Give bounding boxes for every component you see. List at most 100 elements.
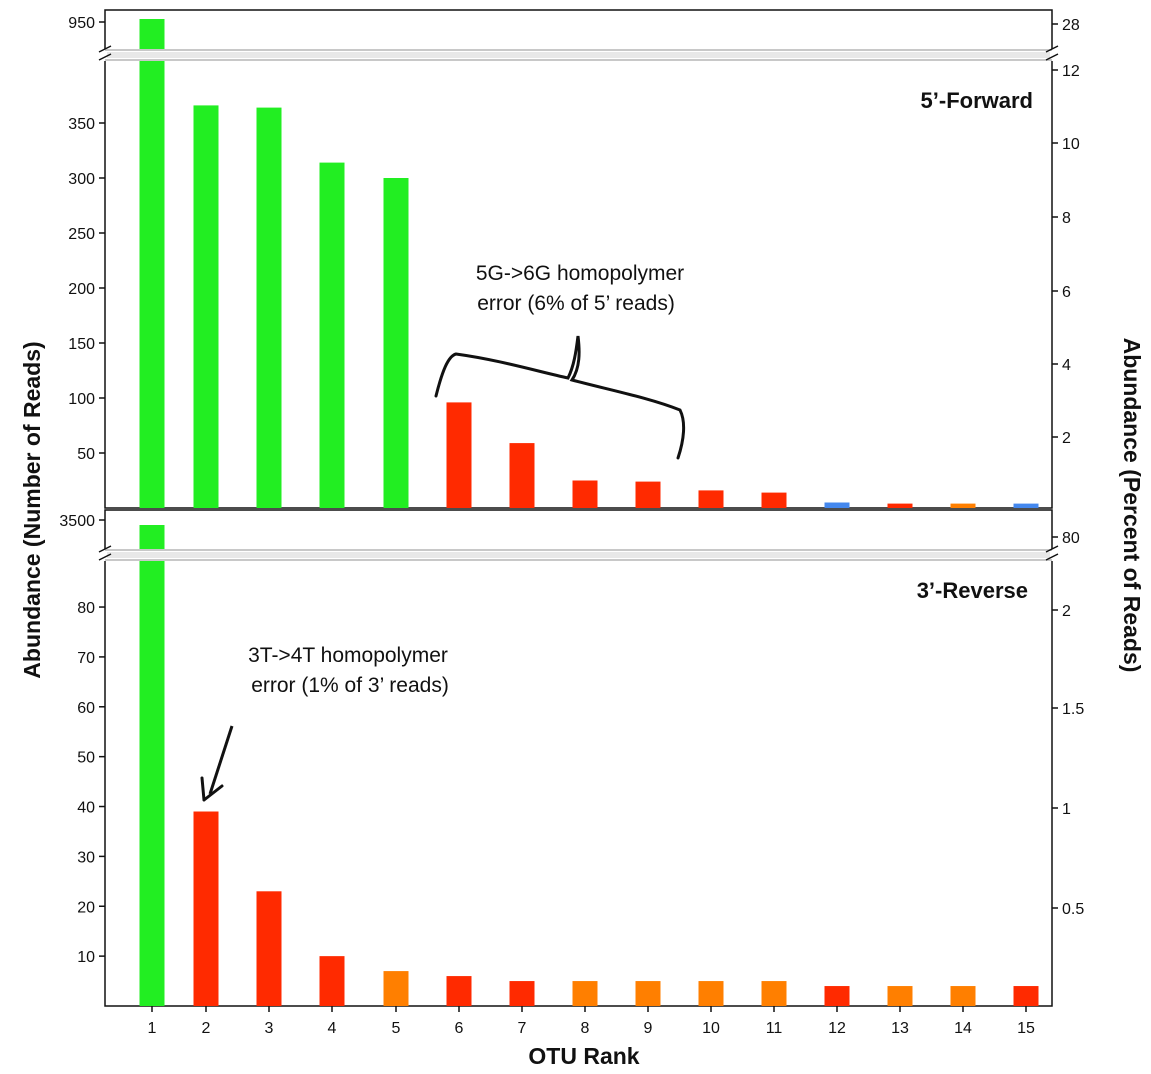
- bar-1: [139, 525, 165, 1006]
- y-tick-label: 50: [77, 750, 95, 767]
- bar-9: [635, 981, 661, 1006]
- bar-11: [761, 981, 787, 1006]
- x-tick-label: 10: [702, 1020, 720, 1037]
- bar-4: [319, 956, 345, 1006]
- panel-reverse: 10 20 30 40 50 60 70 80 3500 0.5 1 1.5 2 80 3’-Reverse: [59, 509, 1084, 1007]
- annotation-text: error (6% of 5’ reads): [477, 292, 675, 315]
- bar-15: [1013, 986, 1039, 1006]
- bar-7: [509, 443, 535, 508]
- x-tick-label: 8: [581, 1020, 590, 1037]
- x-tick-label: 1: [148, 1020, 157, 1037]
- right-break-tick-label: 80: [1062, 530, 1080, 547]
- bar-2: [193, 811, 219, 1006]
- right-tick-label: 2: [1062, 430, 1071, 447]
- bar-6: [446, 402, 472, 508]
- annotation-text: 3T->4T homopolymer: [248, 644, 448, 667]
- bar-12: [824, 502, 850, 508]
- y-tick-label: 60: [77, 700, 95, 717]
- bar-11: [761, 492, 787, 508]
- y-tick-label: 50: [77, 446, 95, 463]
- bar-6: [446, 976, 472, 1006]
- x-tick-label: 2: [202, 1020, 211, 1037]
- right-tick-label: 12: [1062, 63, 1080, 80]
- annotation-text: 5G->6G homopolymer: [476, 262, 684, 285]
- bar-14: [950, 503, 976, 508]
- bar-8: [572, 480, 598, 508]
- right-tick-label: 8: [1062, 210, 1071, 227]
- right-tick-label: 6: [1062, 284, 1071, 301]
- bar-7: [509, 981, 535, 1006]
- bar-10: [698, 490, 724, 508]
- right-tick-label: 1.5: [1062, 701, 1084, 718]
- plot-frame: [104, 509, 1053, 1007]
- right-tick-label: 10: [1062, 136, 1080, 153]
- y-tick-label: 100: [68, 391, 95, 408]
- right-tick-label: 4: [1062, 357, 1071, 374]
- axis-break-marker: [98, 545, 112, 561]
- y-tick-label: 150: [68, 336, 95, 353]
- annotation-reverse: 3T->4T homopolymer error (1% of 3’ reads): [200, 644, 449, 802]
- right-tick-label: 1: [1062, 801, 1071, 818]
- bar-4: [319, 162, 345, 508]
- axis-break-marker: [1045, 545, 1059, 561]
- arrow-shaft: [208, 725, 234, 795]
- x-tick-label: 5: [392, 1020, 401, 1037]
- x-tick-label: 11: [766, 1020, 783, 1037]
- bar-14: [950, 986, 976, 1006]
- bar-12: [824, 986, 850, 1006]
- bar-5: [383, 971, 409, 1006]
- arrow-head: [200, 776, 224, 802]
- x-axis-title: OTU Rank: [528, 1043, 639, 1069]
- panel-forward: 50 100 150 200 250 300 350 950 2 4 6 8 10 12 28 5’-Forw…: [68, 9, 1080, 509]
- right-break-tick-label: 28: [1062, 17, 1080, 34]
- y-tick-label: 80: [77, 600, 95, 617]
- y-tick-label: 300: [68, 171, 95, 188]
- y-tick-label: 250: [68, 226, 95, 243]
- x-tick-label: 6: [455, 1020, 464, 1037]
- y-break-tick-label: 3500: [59, 513, 95, 530]
- x-tick-label: 7: [518, 1020, 527, 1037]
- right-tick-label: 2: [1062, 603, 1071, 620]
- bar-10: [698, 981, 724, 1006]
- x-tick-label: 12: [828, 1020, 846, 1037]
- x-axis: 1 2 3 4 5 6 7 8 9 10 11 12 13 14 15: [148, 1006, 1035, 1037]
- bar-9: [635, 481, 661, 508]
- y-tick-label: 10: [77, 949, 95, 966]
- x-tick-label: 3: [265, 1020, 274, 1037]
- x-tick-label: 9: [644, 1020, 653, 1037]
- y-axis-title-left: Abundance (Number of Reads): [19, 341, 45, 678]
- y-tick-label: 20: [77, 899, 95, 916]
- right-tick-label: 0.5: [1062, 901, 1084, 918]
- bar-3: [256, 107, 282, 508]
- axis-break-shade: [107, 52, 1050, 58]
- y-tick-label: 350: [68, 116, 95, 133]
- y-break-tick-label: 950: [68, 15, 95, 32]
- panel-title: 3’-Reverse: [917, 578, 1028, 603]
- bar-8: [572, 981, 598, 1006]
- curly-brace: [434, 335, 686, 460]
- x-tick-label: 15: [1017, 1020, 1035, 1037]
- bar-1: [139, 19, 165, 508]
- x-tick-label: 14: [954, 1020, 972, 1037]
- bar-13: [887, 503, 913, 508]
- bar-2: [193, 105, 219, 509]
- annotation-text: error (1% of 3’ reads): [251, 674, 449, 697]
- x-tick-label: 13: [891, 1020, 909, 1037]
- bar-3: [256, 891, 282, 1006]
- axis-break-marker: [98, 45, 112, 61]
- bar-15: [1013, 503, 1039, 508]
- x-tick-label: 4: [328, 1020, 337, 1037]
- y-axis-title-right: Abundance (Percent of Reads): [1119, 338, 1145, 673]
- y-tick-label: 30: [77, 849, 95, 866]
- annotation-forward: 5G->6G homopolymer error (6% of 5’ reads): [434, 262, 686, 460]
- y-tick-label: 200: [68, 281, 95, 298]
- panels: 5010015020025030035095024681012285’-Forw…: [59, 9, 1084, 1037]
- y-tick-label: 40: [77, 800, 95, 817]
- panel-title: 5’-Forward: [921, 88, 1033, 113]
- bar-13: [887, 986, 913, 1006]
- plot-frame: [104, 9, 1053, 509]
- axis-break-marker: [1045, 45, 1059, 61]
- axis-break-shade: [107, 552, 1050, 558]
- y-tick-label: 70: [77, 650, 95, 667]
